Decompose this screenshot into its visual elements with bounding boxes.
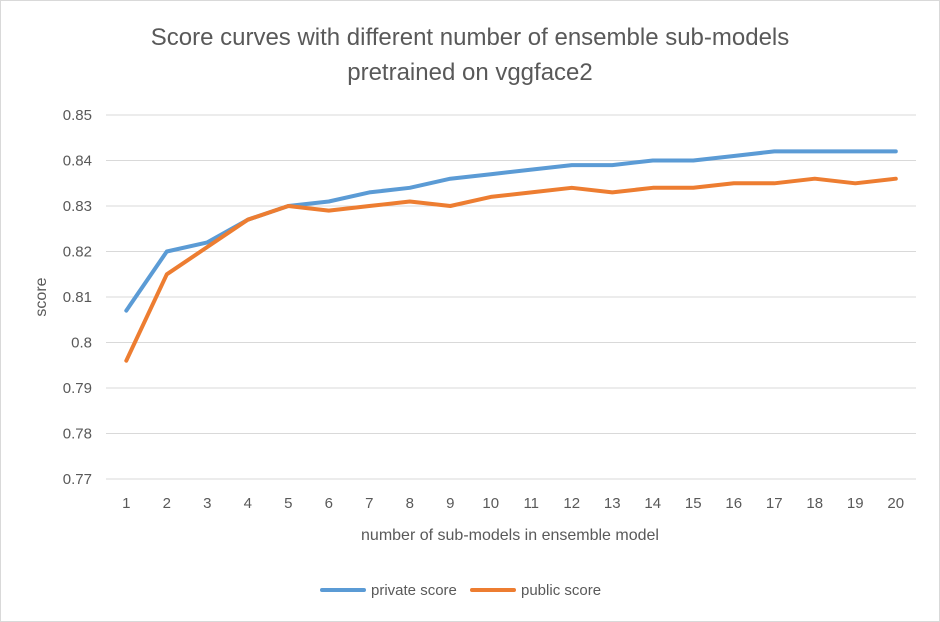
x-tick-label: 15 — [685, 495, 702, 512]
chart-title: Score curves with different number of en… — [151, 24, 790, 51]
x-tick-label: 3 — [203, 495, 211, 512]
x-tick-label: 14 — [644, 495, 661, 512]
legend-label-1: public score — [521, 582, 601, 599]
series-lines — [124, 149, 898, 363]
series-line-1 — [124, 176, 898, 363]
x-axis-label: number of sub-models in ensemble model — [361, 527, 659, 544]
y-tick-label: 0.84 — [63, 153, 92, 170]
x-tick-label: 4 — [244, 495, 252, 512]
y-axis-label: score — [33, 277, 50, 316]
x-tick-label: 13 — [604, 495, 621, 512]
y-tick-label: 0.82 — [63, 244, 92, 261]
y-tick-label: 0.83 — [63, 198, 92, 215]
x-tick-label: 9 — [446, 495, 454, 512]
x-tick-label: 5 — [284, 495, 292, 512]
y-tick-label: 0.77 — [63, 471, 92, 488]
x-tick-label: 7 — [365, 495, 373, 512]
legend: private score public score — [320, 582, 601, 599]
y-tick-label: 0.8 — [71, 335, 92, 352]
x-tick-label: 18 — [806, 495, 823, 512]
x-tick-label: 16 — [725, 495, 742, 512]
y-tick-label: 0.85 — [63, 107, 92, 124]
x-axis-ticks: 1 2 3 4 5 6 7 8 9 10 11 12 13 14 15 16 17 18 19 20 — [122, 495, 904, 512]
y-tick-label: 0.79 — [63, 380, 92, 397]
y-tick-label: 0.78 — [63, 426, 92, 443]
x-tick-label: 8 — [406, 495, 414, 512]
x-tick-label: 1 — [122, 495, 130, 512]
x-tick-label: 20 — [887, 495, 904, 512]
x-tick-label: 12 — [563, 495, 580, 512]
legend-label-0: private score — [371, 582, 457, 599]
x-tick-label: 11 — [523, 495, 539, 512]
chart-subtitle: pretrained on vggface2 — [347, 59, 593, 86]
x-tick-label: 2 — [163, 495, 171, 512]
x-tick-label: 19 — [847, 495, 864, 512]
series-line-0 — [124, 149, 898, 313]
x-tick-label: 6 — [325, 495, 333, 512]
y-axis-ticks: 0.77 0.78 0.79 0.8 0.81 0.82 0.83 0.84 0.85 — [63, 107, 92, 488]
y-tick-label: 0.81 — [63, 289, 92, 306]
x-tick-label: 17 — [766, 495, 783, 512]
gridlines — [106, 114, 916, 480]
x-tick-label: 10 — [482, 495, 499, 512]
